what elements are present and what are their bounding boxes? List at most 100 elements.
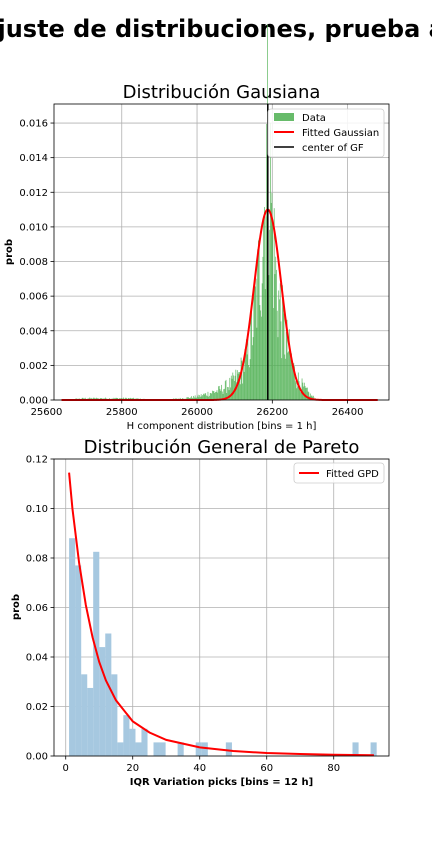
- gaussian-hist-bar: [279, 283, 281, 400]
- gaussian-y-tick-label: 0.006: [19, 292, 48, 303]
- gaussian-hist-bar: [227, 387, 228, 400]
- gaussian-hist-bar: [286, 319, 288, 400]
- fitted-gpd-line: [68, 472, 374, 757]
- gaussian-hist-bar: [228, 390, 230, 400]
- gaussian-hist-bar: [200, 394, 202, 400]
- gaussian-hist-bar: [191, 397, 193, 400]
- gaussian-hist-bar: [210, 393, 212, 400]
- pareto-hist-bar: [352, 742, 359, 756]
- pareto-hist-bar: [201, 742, 208, 756]
- gaussian-hist-bar: [193, 395, 195, 400]
- gaussian-hist-bar: [203, 394, 205, 400]
- gaussian-hist-bar: [125, 397, 127, 400]
- gaussian-hist-bar: [209, 393, 211, 400]
- gaussian-hist-bar: [237, 373, 239, 400]
- gaussian-hist-bar: [229, 377, 231, 400]
- gaussian-hist-bar: [227, 387, 229, 400]
- gaussian-hist-bar: [298, 381, 300, 400]
- pareto-hist-bar: [153, 742, 160, 756]
- gaussian-hist-bar: [282, 307, 284, 400]
- gaussian-hist-bar: [216, 390, 218, 400]
- gaussian-hist-bar: [96, 397, 97, 400]
- gaussian-x-tick-label: 26200: [256, 407, 288, 418]
- pareto-x-tick-label: 60: [260, 763, 273, 774]
- gaussian-hist-bar: [304, 386, 306, 400]
- gaussian-legend-label-data: Data: [302, 113, 326, 124]
- gaussian-hist-bar: [297, 386, 298, 400]
- pareto-y-tick-label: 0.02: [26, 702, 48, 713]
- gaussian-hist-bar: [196, 397, 198, 400]
- gaussian-x-tick-label: 26000: [181, 407, 213, 418]
- gaussian-hist-bar: [84, 397, 86, 400]
- gaussian-hist-bar: [195, 397, 197, 400]
- pareto-x-tick-label: 0: [63, 763, 69, 774]
- gaussian-y-tick-label: 0.012: [19, 188, 48, 199]
- gaussian-hist-bar: [309, 393, 311, 400]
- gaussian-hist-bar: [312, 395, 314, 400]
- gaussian-hist-bar: [246, 354, 248, 400]
- gaussian-hist-bar: [264, 207, 265, 400]
- pareto-hist-bar: [123, 715, 130, 756]
- gaussian-hist-bar: [263, 221, 265, 400]
- gaussian-hist-bar: [212, 390, 213, 400]
- gaussian-hist-bar: [224, 388, 225, 400]
- gaussian-hist-bar: [283, 313, 285, 400]
- gaussian-hist-bar: [115, 397, 117, 400]
- gaussian-hist-bar: [219, 388, 221, 400]
- gaussian-hist-bar: [209, 395, 210, 400]
- gaussian-y-tick-label: 0.014: [19, 153, 48, 164]
- pareto-y-label: prob: [11, 594, 22, 620]
- gaussian-y-label: prob: [4, 239, 15, 265]
- gaussian-hist-bar: [248, 365, 249, 400]
- gaussian-hist-bar: [285, 331, 287, 400]
- gaussian-x-label: H component distribution [bins = 1 h]: [127, 421, 317, 432]
- gaussian-chart: Distribución Gausiana 25600 25800 26000 262…: [4, 24, 390, 432]
- pareto-y-tick-label: 0.08: [26, 554, 48, 565]
- gaussian-hist-bar: [188, 397, 190, 400]
- gaussian-hist-bar: [259, 305, 261, 400]
- gaussian-hist-bar: [276, 310, 278, 400]
- gaussian-hist-bar: [242, 383, 243, 400]
- gaussian-hist-bar: [194, 397, 195, 400]
- pareto-hist-bar: [81, 674, 88, 756]
- pareto-hist-bar: [69, 538, 76, 756]
- gaussian-hist-bar: [207, 391, 209, 400]
- gaussian-hist-bar: [307, 391, 309, 400]
- gaussian-hist-bar: [306, 387, 308, 400]
- gaussian-hist-bar: [194, 395, 196, 400]
- gaussian-hist-bar: [215, 392, 216, 400]
- gaussian-hist-bar: [240, 357, 242, 400]
- gaussian-hist-bar: [200, 396, 201, 400]
- gaussian-hist-bar: [261, 316, 262, 400]
- gaussian-hist-bar: [202, 395, 204, 400]
- gaussian-hist-bar: [296, 388, 298, 400]
- pareto-chart-title: Distribución General de Pareto: [84, 437, 360, 458]
- pareto-x-tick-label: 20: [126, 763, 139, 774]
- gaussian-legend: Data Fitted Gaussian center of GF: [267, 108, 385, 158]
- gaussian-hist-bar: [236, 382, 237, 400]
- gaussian-hist-bar: [271, 193, 273, 400]
- gaussian-hist-bar: [295, 382, 297, 400]
- pareto-hist-bar: [177, 742, 184, 756]
- gaussian-hist-bar: [291, 353, 292, 400]
- gaussian-hist-bar: [93, 397, 95, 400]
- gaussian-hist-bar: [215, 391, 217, 400]
- gaussian-hist-bar: [288, 329, 290, 400]
- gaussian-hist-bar: [262, 256, 264, 400]
- gaussian-hist-bar: [311, 395, 313, 400]
- gaussian-hist-bar: [89, 397, 91, 400]
- pareto-y-tick-label: 0.04: [26, 653, 48, 664]
- gaussian-y-tick-label: 0.000: [19, 396, 48, 407]
- figure-suptitle: Ajuste de distribuciones, prueba al: [0, 15, 432, 43]
- gaussian-y-tick-label: 0.004: [19, 326, 48, 337]
- gaussian-histogram-bars: [62, 24, 318, 401]
- gaussian-hist-bar: [291, 362, 293, 400]
- gaussian-hist-bar: [214, 393, 216, 400]
- gaussian-hist-bar: [190, 397, 192, 400]
- gaussian-hist-bar: [242, 359, 244, 400]
- gaussian-hist-bar: [281, 358, 283, 400]
- gaussian-x-tick-label: 25800: [106, 407, 138, 418]
- gaussian-hist-bar: [113, 397, 115, 400]
- gaussian-hist-bar: [133, 397, 134, 400]
- gaussian-hist-bar: [248, 367, 250, 400]
